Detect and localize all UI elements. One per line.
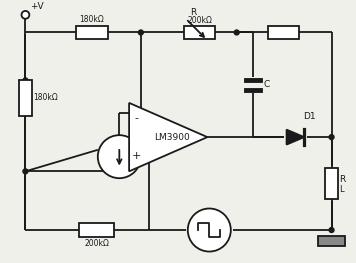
- Bar: [184, 26, 215, 39]
- Text: R: R: [339, 175, 346, 184]
- Circle shape: [188, 209, 231, 251]
- Text: LM3900: LM3900: [154, 133, 190, 141]
- Circle shape: [329, 227, 334, 232]
- Text: -: -: [135, 113, 139, 123]
- Polygon shape: [287, 130, 304, 145]
- Circle shape: [329, 135, 334, 140]
- Text: C: C: [263, 80, 269, 89]
- Text: 180kΩ: 180kΩ: [33, 93, 58, 103]
- Bar: [79, 223, 114, 237]
- Circle shape: [23, 78, 28, 83]
- Text: +V: +V: [30, 2, 44, 11]
- Polygon shape: [129, 103, 207, 171]
- Circle shape: [138, 30, 143, 35]
- Circle shape: [23, 169, 28, 174]
- Text: 200kΩ: 200kΩ: [84, 239, 109, 248]
- Text: 180kΩ: 180kΩ: [79, 15, 104, 24]
- Bar: [19, 80, 32, 116]
- Circle shape: [234, 30, 239, 35]
- Text: L: L: [339, 185, 344, 194]
- Bar: [268, 26, 299, 39]
- Text: R: R: [190, 8, 197, 17]
- Text: +: +: [132, 151, 142, 161]
- Bar: [318, 236, 345, 246]
- Text: D1: D1: [303, 113, 315, 122]
- Bar: [76, 26, 108, 39]
- Circle shape: [98, 135, 141, 178]
- Circle shape: [21, 11, 29, 19]
- Text: 200kΩ: 200kΩ: [187, 16, 212, 25]
- Bar: [325, 168, 338, 199]
